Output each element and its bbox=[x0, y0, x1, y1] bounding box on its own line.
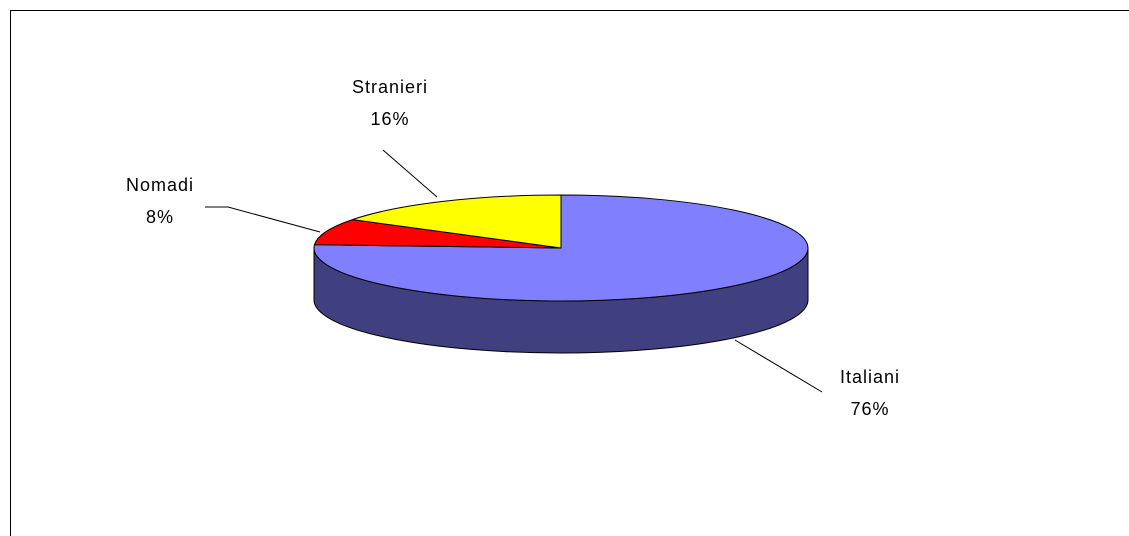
value-label: 16% bbox=[370, 109, 409, 129]
leader-line bbox=[734, 339, 823, 393]
pie bbox=[313, 194, 809, 354]
leader-line bbox=[382, 149, 438, 198]
slice bbox=[313, 219, 562, 249]
category-label: Stranieri bbox=[352, 77, 428, 97]
chart-frame bbox=[10, 10, 1129, 536]
slice bbox=[352, 194, 562, 249]
category-label: Italiani bbox=[840, 367, 900, 387]
leader-line bbox=[205, 206, 321, 233]
category-label: Nomadi bbox=[126, 175, 194, 195]
value-label: 8% bbox=[146, 207, 174, 227]
value-label: 76% bbox=[850, 399, 889, 419]
